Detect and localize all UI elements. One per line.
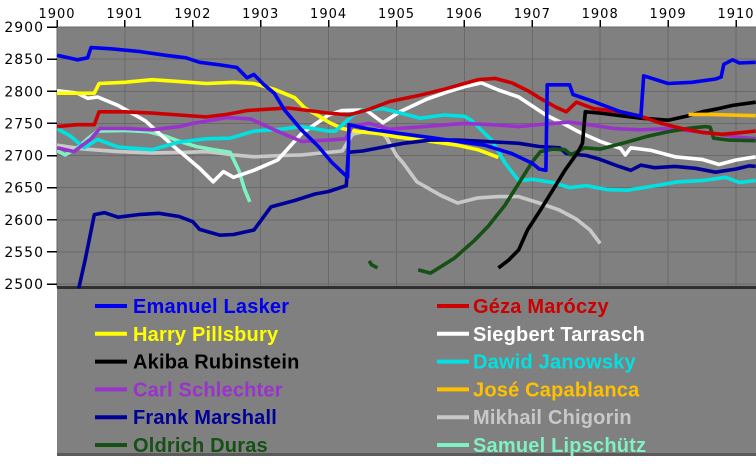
legend-label-lasker: Emanuel Lasker — [133, 296, 289, 318]
series-line-duras — [367, 260, 379, 270]
series-line-marshall — [76, 138, 756, 289]
series-rubinstein — [497, 100, 756, 270]
legend-item-maroczy: Géza Maróczy — [437, 296, 609, 318]
x-tick-label: 1908 — [582, 7, 619, 22]
series-lines — [57, 45, 756, 289]
x-tick-label: 1904 — [310, 7, 347, 22]
legend-item-tarrasch: Siegbert Tarrasch — [437, 324, 645, 346]
x-tick-label: 1906 — [446, 7, 483, 22]
y-tick-label: 2650 — [4, 181, 44, 197]
series-line-capablanca — [688, 112, 756, 118]
legend-item-rubinstein: Akiba Rubinstein — [95, 352, 300, 374]
gridlines — [56, 26, 756, 288]
y-tick-label: 2550 — [4, 245, 44, 261]
x-tick-label: 1909 — [650, 7, 687, 22]
x-axis-labels: 1900 1901 1902 1903 1904 1905 1906 1907 1908 1909… — [38, 7, 754, 27]
legend: Emanuel Lasker Harry Pillsbury Akiba Rubin… — [95, 296, 646, 457]
series-duras — [367, 124, 756, 275]
y-tick-label: 2900 — [4, 20, 44, 36]
legend-item-marshall: Frank Marshall — [95, 407, 277, 429]
legend-label-tarrasch: Siegbert Tarrasch — [473, 324, 645, 346]
legend-label-rubinstein: Akiba Rubinstein — [133, 352, 300, 374]
x-tick-label: 1910 — [717, 7, 754, 22]
legend-item-janowsky: Dawid Janowsky — [437, 352, 637, 374]
y-tick-label: 2750 — [4, 116, 44, 132]
y-axis-labels: 2900 2850 2800 2750 2700 2650 2600 2550 2500 — [4, 20, 57, 293]
legend-label-maroczy: Géza Maróczy — [473, 296, 609, 318]
x-tick-label: 1903 — [242, 7, 279, 22]
y-tick-label: 2600 — [4, 213, 44, 229]
series-line-lasker — [57, 45, 756, 180]
x-tick-label: 1905 — [378, 7, 415, 22]
legend-label-lipschutz: Samuel Lipschütz — [473, 435, 646, 457]
series-tarrasch — [57, 81, 756, 184]
legend-label-janowsky: Dawid Janowsky — [473, 352, 637, 374]
series-line-tarrasch — [57, 81, 756, 184]
x-tick-label: 1907 — [514, 7, 551, 22]
series-line-janowsky — [57, 106, 756, 192]
legend-item-capablanca: José Capablanca — [437, 379, 640, 401]
series-pillsbury — [57, 77, 500, 160]
x-tick-label: 1900 — [38, 7, 75, 22]
legend-label-pillsbury: Harry Pillsbury — [133, 324, 279, 346]
legend-label-capablanca: José Capablanca — [473, 379, 640, 401]
legend-item-chigorin: Mikhail Chigorin — [437, 407, 632, 429]
legend-label-duras: Oldrich Duras — [133, 435, 268, 457]
series-line-rubinstein — [497, 100, 756, 270]
x-tick-label: 1902 — [174, 7, 211, 22]
legend-item-schlechter: Carl Schlechter — [95, 379, 283, 401]
y-tick-label: 2700 — [4, 149, 44, 165]
legend-label-chigorin: Mikhail Chigorin — [473, 407, 632, 429]
y-tick-label: 2800 — [4, 84, 44, 100]
series-line-pillsbury — [57, 77, 500, 160]
legend-item-lasker: Emanuel Lasker — [95, 296, 289, 318]
series-janowsky — [57, 106, 756, 192]
legend-item-duras: Oldrich Duras — [95, 435, 268, 457]
series-lasker — [57, 45, 756, 180]
legend-item-pillsbury: Harry Pillsbury — [95, 324, 279, 346]
series-schlechter — [57, 115, 756, 154]
x-tick-label: 1901 — [106, 7, 143, 22]
series-marshall — [76, 138, 756, 289]
series-capablanca — [688, 112, 756, 118]
series-line-duras — [417, 124, 756, 275]
gray-panel-bottom-edge — [57, 453, 756, 456]
y-tick-label: 2850 — [4, 52, 44, 68]
legend-label-schlechter: Carl Schlechter — [133, 379, 283, 401]
series-line-schlechter — [57, 115, 756, 154]
legend-item-lipschutz: Samuel Lipschütz — [437, 435, 646, 457]
legend-label-marshall: Frank Marshall — [133, 407, 277, 429]
y-tick-label: 2500 — [4, 277, 44, 293]
